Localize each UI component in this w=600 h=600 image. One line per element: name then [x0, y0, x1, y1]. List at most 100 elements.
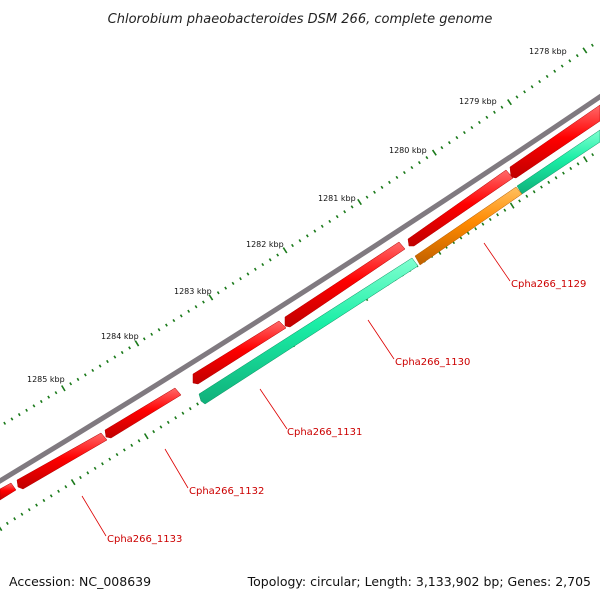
leader-line	[164, 448, 189, 489]
gene-label[interactable]: Cpha266_1129	[511, 279, 586, 290]
minor-tick-mark	[165, 323, 168, 327]
minor-tick-mark	[388, 180, 391, 185]
minor-tick-mark	[3, 421, 7, 425]
tick-label: 1283 kbp	[174, 287, 212, 296]
major-tick-mark	[509, 202, 515, 209]
minor-tick-mark	[159, 425, 163, 429]
gene-label[interactable]: Cpha266_1133	[107, 534, 182, 545]
minor-tick-mark	[553, 69, 557, 73]
minor-tick-mark	[231, 281, 235, 286]
minor-tick-mark	[187, 309, 191, 313]
minor-tick-mark	[5, 521, 9, 526]
minor-tick-mark	[179, 314, 183, 318]
minor-tick-mark	[239, 277, 242, 281]
minor-tick-mark	[474, 227, 478, 231]
minor-tick-mark	[365, 195, 369, 199]
minor-tick-mark	[350, 205, 354, 209]
forward-strand-genes	[0, 104, 600, 501]
minor-tick-mark	[575, 54, 579, 58]
minor-tick-mark	[540, 185, 543, 189]
minor-tick-mark	[174, 416, 178, 420]
minor-tick-mark	[122, 448, 126, 452]
minor-tick-mark	[101, 462, 104, 466]
tick-label: 1278 kbp	[529, 47, 567, 56]
major-tick-mark	[61, 385, 66, 392]
minor-tick-mark	[576, 162, 580, 166]
minor-tick-mark	[93, 466, 97, 470]
minor-tick-mark	[500, 105, 504, 109]
minor-tick-mark	[42, 498, 46, 503]
gene-arrow-forward[interactable]	[284, 241, 406, 328]
minor-tick-mark	[113, 355, 117, 359]
leader-line	[483, 242, 511, 282]
minor-tick-mark	[172, 318, 176, 323]
minor-tick-mark	[477, 120, 481, 125]
major-tick-mark	[70, 478, 76, 486]
minor-tick-mark	[246, 272, 250, 276]
gene-arrow-forward[interactable]	[104, 387, 182, 439]
minor-tick-mark	[343, 210, 347, 214]
minor-tick-mark	[547, 180, 551, 185]
minor-tick-mark	[493, 110, 496, 114]
minor-tick-mark	[20, 512, 24, 516]
minor-tick-mark	[202, 300, 205, 304]
minor-tick-mark	[35, 503, 38, 507]
minor-tick-mark	[568, 59, 572, 63]
leader-line	[81, 495, 107, 537]
gene-arrow-forward[interactable]	[192, 320, 287, 385]
minor-tick-mark	[76, 377, 80, 382]
genome-backbone	[0, 93, 600, 484]
minor-tick-mark	[523, 90, 526, 94]
minor-tick-mark	[69, 382, 73, 386]
minor-tick-mark	[25, 408, 28, 412]
minor-tick-mark	[455, 135, 459, 140]
minor-tick-mark	[313, 229, 317, 233]
gene-arrow-forward[interactable]	[0, 482, 17, 501]
gene-arrow-forward[interactable]	[407, 169, 514, 247]
minor-tick-mark	[518, 199, 521, 203]
major-tick-mark	[282, 247, 288, 254]
genome-summary: Topology: circular; Length: 3,133,902 bp…	[247, 574, 591, 589]
minor-tick-mark	[503, 208, 507, 212]
minor-tick-mark	[261, 262, 265, 267]
minor-tick-mark	[142, 337, 146, 341]
gene-arrow-forward[interactable]	[16, 432, 108, 490]
minor-tick-mark	[410, 165, 414, 170]
major-tick-mark	[507, 99, 512, 106]
reverse-strand-genes	[198, 129, 600, 405]
minor-tick-mark	[554, 176, 558, 180]
leader-line	[367, 319, 395, 360]
minor-tick-mark	[276, 253, 280, 257]
minor-tick-mark	[181, 411, 185, 415]
tick-label: 1280 kbp	[389, 146, 427, 155]
major-tick-mark	[583, 156, 588, 163]
minor-tick-mark	[560, 64, 564, 68]
gene-arrow-reverse-highlight[interactable]	[414, 186, 523, 266]
minor-tick-mark	[298, 239, 302, 243]
minor-tick-mark	[130, 443, 134, 448]
accession-text: Accession: NC_008639	[9, 574, 151, 589]
minor-tick-mark	[320, 224, 324, 228]
minor-tick-mark	[515, 95, 519, 99]
leader-line	[259, 388, 288, 430]
minor-tick-mark	[216, 291, 220, 295]
minor-tick-mark	[447, 141, 451, 145]
minor-tick-mark	[459, 236, 463, 240]
minor-tick-mark	[224, 286, 228, 290]
gene-label[interactable]: Cpha266_1131	[287, 427, 362, 438]
minor-tick-mark	[380, 185, 384, 189]
minor-tick-mark	[106, 359, 109, 364]
minor-tick-mark	[32, 404, 36, 408]
minor-tick-mark	[562, 171, 565, 175]
gene-leader-lines	[81, 242, 511, 537]
gene-label[interactable]: Cpha266_1132	[189, 486, 264, 497]
gene-label[interactable]: Cpha266_1130	[395, 357, 470, 368]
minor-tick-mark	[194, 305, 198, 309]
minor-tick-mark	[128, 346, 131, 350]
minor-tick-mark	[545, 74, 549, 79]
minor-tick-mark	[57, 489, 60, 493]
gene-arrow-reverse[interactable]	[516, 129, 600, 195]
gene-arrow-reverse[interactable]	[198, 257, 419, 405]
major-tick-mark	[0, 526, 3, 532]
